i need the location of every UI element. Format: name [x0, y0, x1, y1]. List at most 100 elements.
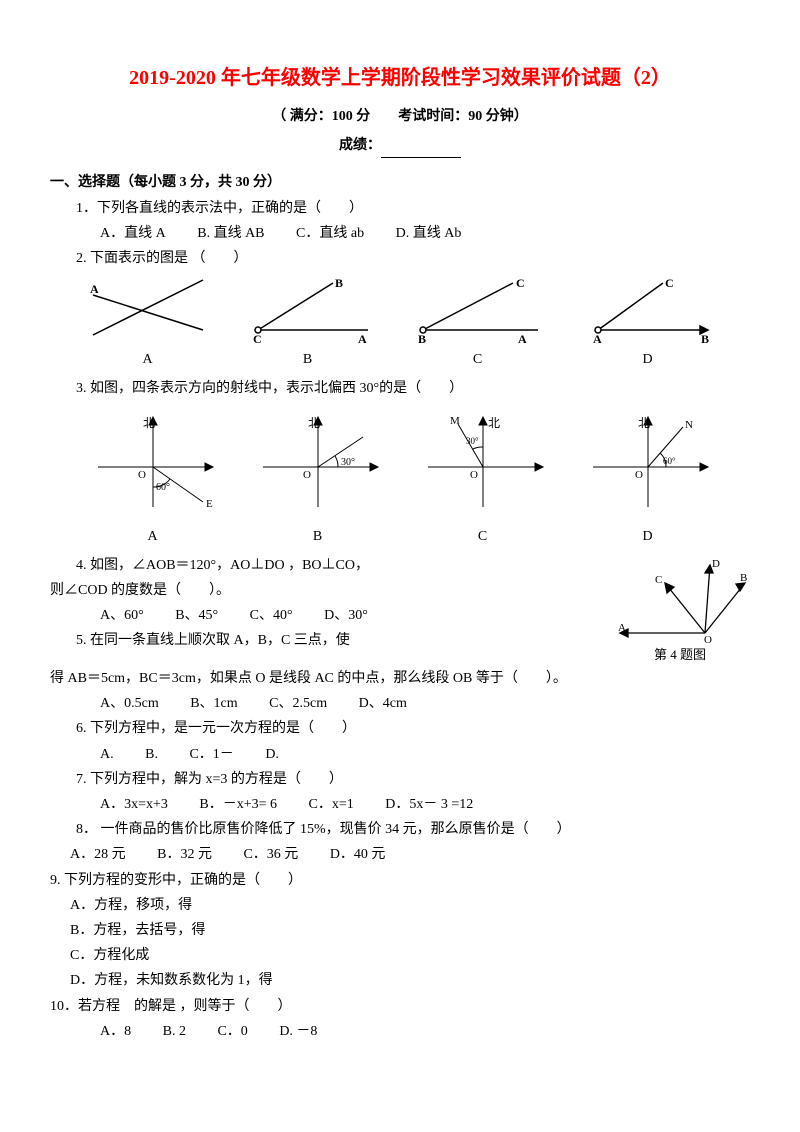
q3-fig-d: 北 O N 60° D — [583, 412, 713, 549]
q8-options: A．28 元 B．32 元 C．36 元 D．40 元 — [70, 842, 750, 867]
q6-opt-c: C．1－ — [189, 747, 233, 762]
q2-label-b: B — [243, 347, 373, 372]
q7-opt-d: D．5x－ 3 =12 — [385, 797, 473, 812]
q5-options: A、0.5cm B、1cm C、2.5cm D、4cm — [100, 691, 750, 716]
svg-text:O: O — [303, 469, 311, 481]
q10-opt-d: D. －8 — [279, 1024, 317, 1039]
svg-text:N: N — [685, 419, 693, 431]
q2-fig-b: B C A B — [243, 275, 373, 372]
q5-opt-a: A、0.5cm — [100, 696, 159, 711]
q5-opt-b: B、1cm — [190, 696, 237, 711]
q5-line2: 得 AB＝5cm，BC＝3cm，如果点 O 是线段 AC 的中点，那么线段 OB… — [50, 666, 750, 691]
q2-svg-a: A — [88, 275, 208, 345]
q6-options: A. B. C．1－ D. — [100, 742, 750, 767]
q9-text: 9. 下列方程的变形中，正确的是（ ） — [50, 868, 750, 893]
q8-opt-b: B．32 元 — [157, 847, 212, 862]
q4-figure: A O B D C 第 4 题图 — [610, 553, 750, 666]
q9-options: A．方程，移项，得 B．方程，去括号，得 C．方程化成 D．方程，未知数系数化为… — [70, 893, 750, 994]
q7-opt-b: B．－x+3= 6 — [199, 797, 277, 812]
svg-text:C: C — [655, 574, 662, 586]
svg-text:北: 北 — [638, 416, 650, 430]
q2-label-a: A — [88, 347, 208, 372]
q10-options: A．8 B. 2 C．0 D. －8 — [100, 1019, 750, 1044]
svg-text:C: C — [665, 276, 674, 290]
q9-opt-d: D．方程，未知数系数化为 1，得 — [70, 968, 750, 993]
svg-text:E: E — [206, 498, 213, 510]
svg-text:A: A — [358, 332, 367, 345]
q4-opt-d: D、30° — [324, 608, 368, 623]
q1-opt-d: D. 直线 Ab — [396, 226, 462, 241]
q5-line1: 5. 在同一条直线上顺次取 A，B，C 三点，使 — [76, 628, 610, 653]
q3-svg-b: 北 O 30° — [253, 412, 383, 522]
svg-text:30°: 30° — [341, 457, 355, 468]
q4-opt-a: A、60° — [100, 608, 144, 623]
q2-figures: A A B C A B C B A C — [70, 275, 730, 372]
svg-text:B: B — [335, 276, 343, 290]
q3-svg-d: 北 O N 60° — [583, 412, 713, 522]
q10-opt-c: C．0 — [217, 1024, 247, 1039]
q8-text: 8． 一件商品的售价比原售价降低了 15%，现售价 34 元，那么原售价是（ ） — [76, 817, 750, 842]
q3-label-a: A — [88, 524, 218, 549]
q10-text: 10．若方程 的解是 ，则等于（ ） — [50, 994, 750, 1019]
q1-opt-b: B. 直线 AB — [197, 226, 264, 241]
svg-text:B: B — [418, 332, 426, 345]
svg-text:M: M — [450, 415, 460, 427]
score-blank — [381, 157, 461, 158]
q6-text: 6. 下列方程中，是一元一次方程的是（ ） — [76, 716, 750, 741]
svg-text:O: O — [704, 634, 712, 643]
exam-title: 2019-2020 年七年级数学上学期阶段性学习效果评价试题（2） — [50, 60, 750, 96]
q7-text: 7. 下列方程中，解为 x=3 的方程是（ ） — [76, 767, 750, 792]
q6-opt-d: D. — [265, 747, 279, 762]
q3-svg-c: 北 O M 30° — [418, 412, 548, 522]
q3-label-d: D — [583, 524, 713, 549]
q4-svg: A O B D C — [610, 553, 750, 643]
svg-text:C: C — [516, 276, 525, 290]
q5-opt-d: D、4cm — [359, 696, 407, 711]
q8-opt-a: A．28 元 — [70, 847, 126, 862]
q2-label-d: D — [583, 347, 713, 372]
svg-text:O: O — [635, 469, 643, 481]
q4-opt-c: C、40° — [250, 608, 293, 623]
q7-opt-a: A．3x=x+3 — [100, 797, 168, 812]
q2-label-c: C — [408, 347, 548, 372]
q9-opt-c: C．方程化成 — [70, 943, 750, 968]
q8-opt-c: C．36 元 — [243, 847, 298, 862]
q2-svg-c: C B A — [408, 275, 548, 345]
q4-opt-b: B、45° — [175, 608, 218, 623]
score-label: 成绩： — [339, 138, 381, 153]
svg-text:O: O — [138, 469, 146, 481]
q3-svg-a: 北 O 60° E — [88, 412, 218, 522]
svg-text:30°: 30° — [466, 436, 479, 446]
svg-text:B: B — [701, 332, 709, 345]
q1-text: 1．下列各直线的表示法中，正确的是（ ） — [76, 196, 750, 221]
q2-text: 2. 下面表示的图是 （ ） — [76, 246, 750, 271]
q1-options: A．直线 A B. 直线 AB C．直线 ab D. 直线 Ab — [100, 221, 750, 246]
q9-opt-b: B．方程，去括号，得 — [70, 918, 750, 943]
q10-opt-b: B. 2 — [163, 1024, 186, 1039]
q7-options: A．3x=x+3 B．－x+3= 6 C．x=1 D．5x－ 3 =12 — [100, 792, 750, 817]
q2-fig-c: C B A C — [408, 275, 548, 372]
q6-opt-b: B. — [145, 747, 158, 762]
q2-fig-a: A A — [88, 275, 208, 372]
svg-text:B: B — [740, 572, 747, 584]
q3-label-c: C — [418, 524, 548, 549]
svg-text:北: 北 — [308, 416, 320, 430]
svg-text:A: A — [518, 332, 527, 345]
svg-text:60°: 60° — [156, 482, 170, 493]
q6-opt-a: A. — [100, 747, 114, 762]
q3-text: 3. 如图，四条表示方向的射线中，表示北偏西 30°的是（ ） — [76, 376, 750, 401]
q9-opt-a: A．方程，移项，得 — [70, 893, 750, 918]
svg-text:北: 北 — [143, 416, 155, 430]
q2-svg-b: B C A — [243, 275, 373, 345]
q3-fig-b: 北 O 30° B — [253, 412, 383, 549]
score-line: 成绩： — [50, 133, 750, 158]
q1-opt-a: A．直线 A — [100, 226, 166, 241]
q5-opt-c: C、2.5cm — [269, 696, 327, 711]
svg-text:A: A — [90, 282, 99, 296]
q7-opt-c: C．x=1 — [309, 797, 354, 812]
q3-figures: 北 O 60° E A 北 O 30° B — [70, 412, 730, 549]
exam-subtitle: （ 满分：100 分 考试时间：90 分钟） — [50, 104, 750, 129]
svg-text:A: A — [618, 622, 626, 634]
q10-opt-a: A．8 — [100, 1024, 131, 1039]
q3-fig-c: 北 O M 30° C — [418, 412, 548, 549]
